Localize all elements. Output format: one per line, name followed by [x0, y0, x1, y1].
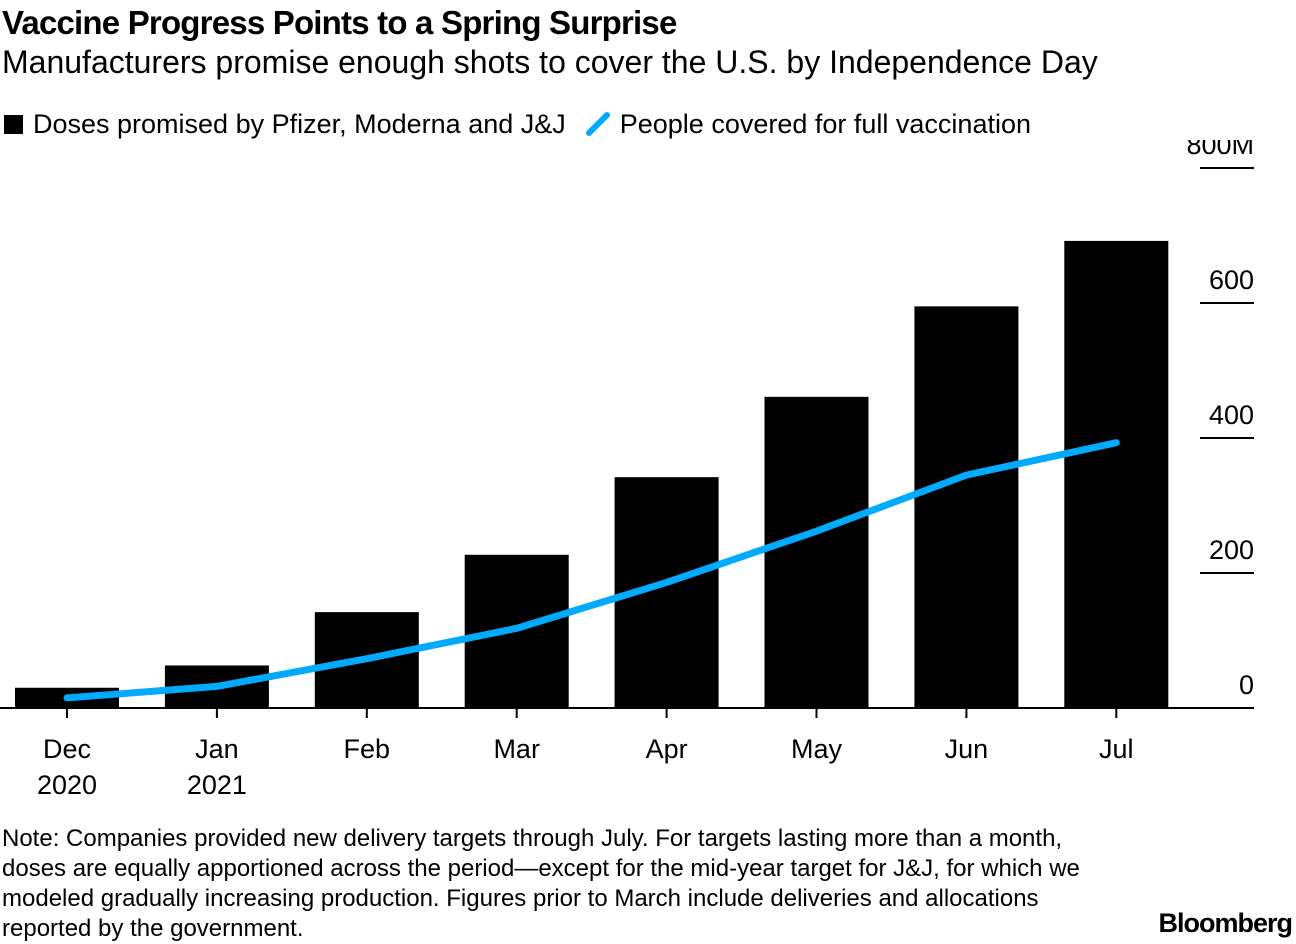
x-tick-label: Mar [493, 734, 540, 764]
x-tick-label: Dec [43, 734, 91, 764]
legend-people-label: People covered for full vaccination [619, 108, 1031, 139]
bloomberg-logo: Bloomberg [1158, 908, 1293, 938]
legend-line-swatch [585, 112, 610, 136]
chart: 0 200 400 600 800M Dec 2020 Jan 2021 Feb Mar Apr May… [0, 140, 1254, 800]
legend-item-people: People covered for full vaccination [584, 109, 1031, 140]
legend-doses-label: Doses promised by Pfizer, Moderna and J&… [33, 108, 566, 139]
legend-bar-swatch [4, 114, 23, 134]
y-tick-label: 200 [1209, 535, 1254, 565]
y-tick-label: 600 [1209, 265, 1254, 295]
bar-doses [764, 396, 869, 708]
bar-doses [914, 306, 1019, 708]
y-tick-label: 0 [1239, 670, 1254, 700]
x-tick-label: 2020 [37, 770, 97, 800]
line-people-covered [63, 439, 1120, 702]
x-tick-label: Jun [945, 734, 989, 764]
y-tick-label: 800M [1186, 140, 1254, 160]
y-tick-label: 400 [1209, 400, 1254, 430]
footnote: Note: Companies provided new delivery ta… [2, 825, 1080, 942]
chart-subtitle: Manufacturers promise enough shots to co… [2, 44, 1098, 80]
x-tick-label: Apr [646, 734, 688, 764]
x-tick-label: Jul [1099, 734, 1134, 764]
bar-doses [1064, 240, 1169, 708]
legend-item-doses: Doses promised by Pfizer, Moderna and J&… [4, 109, 566, 140]
x-tick-label: 2021 [187, 770, 247, 800]
chart-title: Vaccine Progress Points to a Spring Surp… [2, 4, 677, 41]
x-tick-label: May [791, 734, 843, 764]
x-tick-label: Jan [195, 734, 239, 764]
legend: Doses promised by Pfizer, Moderna and J&… [4, 108, 1049, 140]
x-tick-label: Feb [344, 734, 391, 764]
